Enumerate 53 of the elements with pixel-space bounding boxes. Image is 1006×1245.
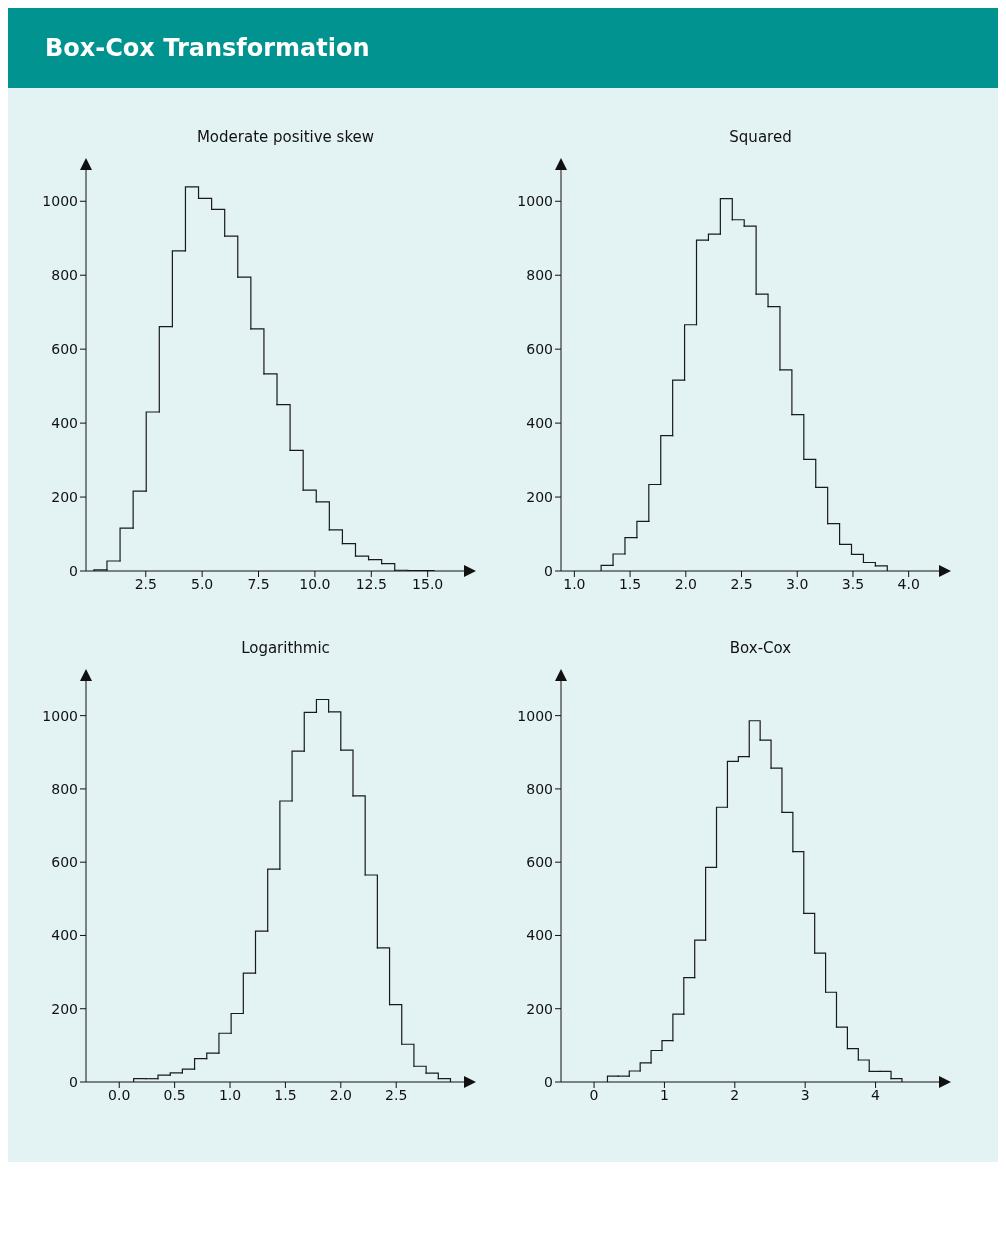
text: Box-Cox Transformation: [45, 34, 370, 62]
x-tick-label: 0: [589, 1086, 599, 1103]
y-tick-label: 400: [51, 415, 78, 432]
y-tick-label: 400: [526, 927, 553, 944]
x-tick-label: 5.0: [191, 575, 214, 592]
y-tick-label: 200: [51, 1000, 78, 1017]
x-tick-label: 2.5: [730, 575, 753, 592]
y-tick-label: 0: [544, 562, 553, 579]
y-tick-label: 400: [526, 415, 553, 432]
chart-title: Moderate positive skew: [195, 128, 376, 146]
x-tick-label: 2.5: [385, 1086, 408, 1103]
x-tick-label: 1.5: [618, 575, 642, 592]
y-tick-label: 600: [51, 854, 78, 871]
y-tick-label: 200: [51, 489, 78, 506]
y-tick-label: 800: [51, 780, 78, 797]
x-tick-label: 0.5: [163, 1086, 186, 1103]
y-tick-label: 800: [526, 780, 553, 797]
x-tick-label: 15.0: [412, 575, 444, 592]
x-tick-label: 12.5: [355, 575, 387, 592]
y-tick-label: 1000: [517, 707, 553, 724]
x-tick-label: 1.5: [274, 1086, 297, 1103]
x-tick-label: 4: [871, 1086, 881, 1103]
x-tick-label: 2.0: [674, 575, 697, 592]
x-tick-label: 1: [659, 1086, 669, 1103]
x-tick-label: 2: [730, 1086, 740, 1103]
y-tick-label: 200: [526, 1000, 553, 1017]
y-tick-label: 600: [526, 854, 553, 871]
y-tick-label: 400: [51, 927, 78, 944]
chart-title: Logarithmic: [240, 639, 331, 657]
x-tick-label: 1.0: [563, 575, 586, 592]
y-tick-label: 600: [526, 341, 553, 358]
x-tick-label: 0.0: [108, 1086, 131, 1103]
x-tick-label: 4.0: [897, 575, 920, 592]
x-tick-label: 1.0: [218, 1086, 242, 1103]
y-tick-label: 1000: [42, 707, 78, 724]
x-tick-label: 3: [800, 1086, 810, 1103]
x-tick-label: 2.5: [134, 575, 157, 592]
y-tick-label: 200: [526, 489, 553, 506]
chart-title: Box-Cox: [728, 639, 793, 657]
y-tick-label: 600: [51, 341, 78, 358]
x-tick-label: 3.5: [841, 575, 865, 592]
x-tick-label: 2.0: [329, 1086, 352, 1103]
y-tick-label: 800: [51, 267, 78, 284]
chart-title: Squared: [728, 128, 793, 146]
x-tick-label: 10.0: [299, 575, 331, 592]
y-tick-label: 0: [69, 1073, 78, 1090]
y-tick-label: 0: [69, 562, 78, 579]
y-tick-label: 1000: [517, 193, 553, 210]
y-tick-label: 800: [526, 267, 553, 284]
y-tick-label: 0: [544, 1073, 553, 1090]
y-tick-label: 1000: [42, 193, 78, 210]
x-tick-label: 3.0: [786, 575, 809, 592]
x-tick-label: 7.5: [247, 575, 270, 592]
